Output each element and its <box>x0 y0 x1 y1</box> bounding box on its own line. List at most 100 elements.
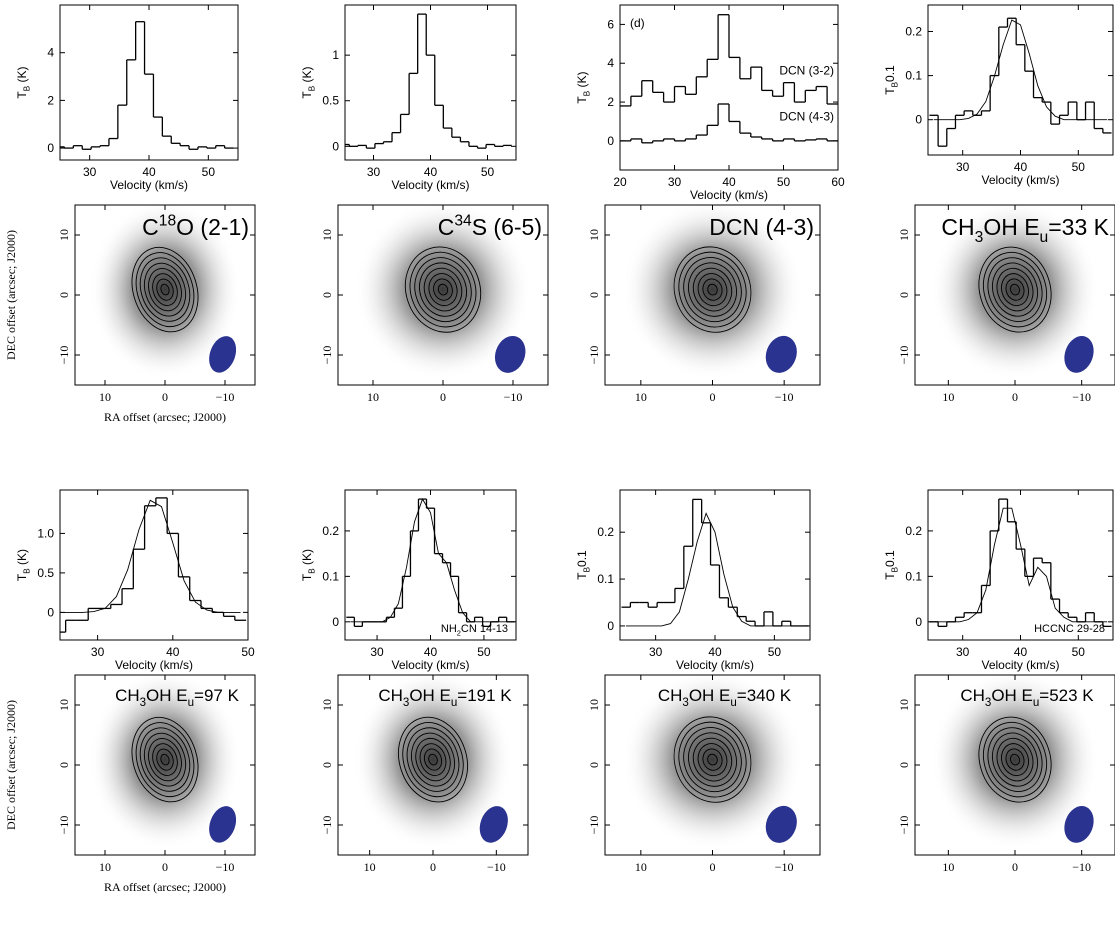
y-axis-label: TB (K) <box>15 549 32 581</box>
x-tick-label: 30 <box>91 645 105 659</box>
y-tick-label: 2 <box>607 95 614 109</box>
plot-area <box>621 499 808 626</box>
y-axis-label: TB0.1 <box>883 65 900 95</box>
map-title-part: C <box>142 214 159 240</box>
map-title-part: 34 <box>454 212 472 229</box>
x-tick-label: 50 <box>481 165 495 179</box>
y-axis-label-part: (K) <box>575 71 589 90</box>
x-tick-label: 0 <box>440 390 446 404</box>
y-tick-label: −10 <box>320 816 334 835</box>
x-tick-label: 30 <box>956 645 970 659</box>
x-tick-label: 20 <box>613 175 627 189</box>
x-axis-label: Velocity (km/s) <box>115 658 193 672</box>
y-tick-label: −10 <box>57 816 71 835</box>
x-tick-label: 0 <box>1012 860 1018 874</box>
plot-area <box>54 498 246 632</box>
frame <box>928 5 1113 155</box>
x-tick-label: 30 <box>367 165 381 179</box>
y-tick-label: 0 <box>47 605 54 619</box>
x-tick-label: 30 <box>370 645 384 659</box>
map-title-part: OH E <box>146 686 188 705</box>
plot-area <box>56 22 234 150</box>
x-axis-label: Velocity (km/s) <box>981 658 1059 672</box>
y-tick-label: 0.1 <box>905 569 922 583</box>
x-tick-label: 50 <box>202 165 216 179</box>
x-tick-label: 30 <box>649 645 663 659</box>
x-tick-label: 0 <box>162 390 168 404</box>
x-tick-label: 0 <box>430 860 436 874</box>
y-tick-label: 0 <box>897 292 911 298</box>
frame <box>345 5 516 160</box>
x-tick-label: 0 <box>162 860 168 874</box>
annotation-part: CN 14-13 <box>461 623 508 635</box>
map-title-part: OH E <box>983 214 1039 240</box>
x-tick-label: 10 <box>364 860 376 874</box>
series-label: DCN (4-3) <box>779 110 834 124</box>
y-tick-label: 4 <box>607 56 614 70</box>
map-title-part: CH <box>378 686 403 705</box>
x-tick-label: −10 <box>216 860 235 874</box>
map-title-part: O (2-1) <box>176 214 249 240</box>
y-tick-label: 0 <box>897 762 911 768</box>
map-title-part: DCN (4-3) <box>709 214 814 240</box>
x-tick-label: 50 <box>241 645 255 659</box>
plot-area <box>346 499 514 626</box>
y-tick-label: 0.2 <box>597 525 614 539</box>
x-tick-label: 50 <box>477 645 491 659</box>
map-title-part: OH E <box>409 686 451 705</box>
x-tick-label: −10 <box>216 390 235 404</box>
y-tick-label: 0.1 <box>597 572 614 586</box>
y-tick-label: 0 <box>57 292 71 298</box>
series-label: DCN (3-2) <box>779 63 834 77</box>
y-tick-label: 1.0 <box>37 526 54 540</box>
y-tick-label: 1 <box>332 48 339 62</box>
y-tick-label: −10 <box>897 346 911 365</box>
y-tick-label: −10 <box>587 816 601 835</box>
fit-line <box>350 499 510 622</box>
y-tick-label: 0 <box>332 615 339 629</box>
x-axis-label: Velocity (km/s) <box>391 178 469 192</box>
x-tick-label: 50 <box>1072 160 1086 174</box>
y-tick-label: 0.1 <box>905 69 922 83</box>
y-tick-label: 0.2 <box>905 524 922 538</box>
x-tick-label: 40 <box>424 645 438 659</box>
plot-area <box>929 18 1111 146</box>
map-title: C18O (2-1) <box>142 212 249 240</box>
x-axis-label: Velocity (km/s) <box>676 658 754 672</box>
y-tick-label: 0 <box>607 619 614 633</box>
fit-line <box>934 508 1107 622</box>
map-title-part: C <box>438 214 455 240</box>
y-tick-label: 0 <box>915 615 922 629</box>
page: 30 40 50 0 2 4 Velocity (km/s) TB (K) 30 40 50 0 0.5… <box>0 0 1115 936</box>
map-title-part: =191 K <box>457 686 512 705</box>
annotation: (d) <box>630 16 645 30</box>
y-tick-label: 10 <box>57 229 71 241</box>
x-axis-label: Velocity (km/s) <box>981 173 1059 187</box>
map-title-part: OH E <box>689 686 731 705</box>
y-axis-label: TB (K) <box>15 66 32 98</box>
y-tick-label: 10 <box>320 229 334 241</box>
y-tick-label: 0 <box>320 292 334 298</box>
y-tick-label: 0 <box>587 762 601 768</box>
y-axis-label: TB (K) <box>300 549 317 581</box>
y-tick-label: 10 <box>57 699 71 711</box>
map-title-part: CH <box>115 686 140 705</box>
x-tick-label: 50 <box>777 175 791 189</box>
y-tick-label: 6 <box>607 17 614 31</box>
frame <box>60 5 238 160</box>
annotation-part: HCCNC 29-28 <box>1034 623 1105 635</box>
y-axis-label: TB0.1 <box>575 550 592 580</box>
map-title-part: CH <box>941 214 974 240</box>
y-tick-label: 10 <box>320 699 334 711</box>
y-tick-label: −10 <box>57 346 71 365</box>
map-title-part: OH E <box>991 686 1033 705</box>
y-tick-label: 10 <box>897 699 911 711</box>
y-tick-label: −10 <box>320 346 334 365</box>
y-axis-label-part: 0.1 <box>575 550 589 567</box>
y-tick-label: 0.5 <box>322 94 339 108</box>
map-title: C34S (6-5) <box>438 212 542 240</box>
fit-line <box>60 500 241 612</box>
plot-area <box>620 15 838 143</box>
y-tick-label: 0 <box>587 292 601 298</box>
x-tick-label: 40 <box>1014 160 1028 174</box>
